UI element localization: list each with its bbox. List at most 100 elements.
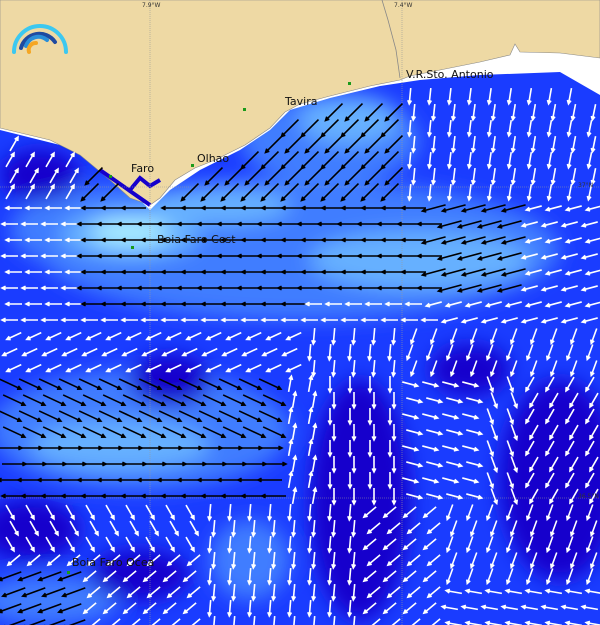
current-arrow <box>425 344 434 362</box>
current-arrow <box>460 604 479 611</box>
current-arrow <box>285 363 302 373</box>
current-arrow <box>37 571 62 582</box>
current-arrow <box>60 317 78 323</box>
current-arrow <box>66 554 81 567</box>
current-arrow <box>24 205 42 211</box>
current-arrow <box>382 506 397 519</box>
current-arrow <box>485 344 494 362</box>
current-arrow <box>189 520 199 537</box>
current-arrow <box>402 506 417 519</box>
current-arrow <box>344 301 362 307</box>
current-arrow <box>549 328 558 346</box>
current-arrow <box>265 331 282 341</box>
current-arrow <box>520 285 538 292</box>
current-arrow <box>544 205 562 212</box>
current-arrow <box>0 285 18 291</box>
current-arrow <box>247 599 253 618</box>
current-arrow <box>506 87 512 106</box>
current-arrow <box>340 182 360 202</box>
current-arrow <box>233 615 236 625</box>
current-arrow <box>585 440 595 457</box>
current-arrow <box>5 331 22 341</box>
current-arrow <box>442 413 460 420</box>
current-arrow <box>525 376 535 393</box>
current-arrow <box>227 599 233 618</box>
current-arrow <box>40 221 58 227</box>
current-arrow <box>402 538 417 551</box>
current-arrow <box>569 392 579 409</box>
current-arrow <box>546 151 553 170</box>
current-arrow <box>331 456 337 474</box>
current-arrow <box>347 567 353 586</box>
current-arrow <box>382 538 397 551</box>
current-arrow <box>244 166 264 186</box>
current-arrow <box>271 583 277 602</box>
current-arrow <box>490 488 499 506</box>
current-arrow <box>291 390 298 409</box>
current-arrow <box>409 328 418 346</box>
current-arrow <box>485 504 494 522</box>
current-arrow <box>510 135 517 154</box>
current-arrow <box>38 378 63 391</box>
current-arrow <box>545 344 554 362</box>
current-arrow <box>351 392 357 410</box>
current-arrow <box>430 103 437 122</box>
current-arrow <box>5 183 15 200</box>
current-arrow <box>391 456 397 474</box>
current-arrow <box>186 586 201 599</box>
current-arrow <box>486 376 495 394</box>
current-arrow <box>436 252 462 261</box>
current-arrow <box>406 554 421 567</box>
current-arrow <box>351 456 357 474</box>
current-arrow <box>565 536 574 554</box>
current-arrow <box>291 454 298 473</box>
current-arrow <box>351 424 357 442</box>
current-arrow <box>86 554 101 567</box>
current-arrow <box>351 327 357 346</box>
current-arrow <box>45 504 55 521</box>
current-arrow <box>231 519 237 538</box>
current-arrow <box>20 317 38 323</box>
current-arrow <box>267 599 273 618</box>
current-arrow <box>462 445 480 452</box>
current-arrow <box>506 472 515 490</box>
current-arrow <box>293 615 296 625</box>
current-arrow <box>221 347 238 357</box>
current-arrow <box>545 408 555 425</box>
current-arrow <box>486 408 495 426</box>
current-arrow <box>227 567 233 586</box>
current-arrow <box>460 204 486 213</box>
current-arrow <box>549 552 558 570</box>
current-arrow <box>5 151 15 168</box>
current-arrow <box>566 183 573 202</box>
current-arrow <box>446 397 464 404</box>
current-arrow <box>490 424 499 442</box>
land <box>0 0 600 206</box>
current-arrow <box>400 205 426 211</box>
current-arrow <box>569 424 579 441</box>
current-arrow <box>420 317 438 323</box>
current-arrow <box>449 360 458 378</box>
current-arrow <box>260 493 286 499</box>
current-arrow <box>105 331 122 341</box>
current-arrow <box>201 347 218 357</box>
current-arrow <box>416 285 442 291</box>
current-arrow <box>525 344 534 362</box>
current-arrow <box>220 317 238 323</box>
current-arrow <box>6 554 21 567</box>
current-arrow <box>284 166 304 186</box>
current-arrow <box>569 552 578 570</box>
buoy-faro-coast[interactable]: Boia Faro Cost <box>157 233 236 246</box>
current-arrow <box>160 317 178 323</box>
current-arrow <box>525 440 535 457</box>
current-arrow <box>409 360 418 378</box>
buoy-faro-ocean[interactable]: Boia Faro Ocea <box>72 556 155 569</box>
current-arrow <box>45 363 62 373</box>
current-arrow <box>589 456 599 473</box>
current-arrow <box>407 87 413 106</box>
current-arrow <box>311 583 317 602</box>
current-arrow <box>525 568 534 586</box>
current-arrow <box>585 472 595 489</box>
